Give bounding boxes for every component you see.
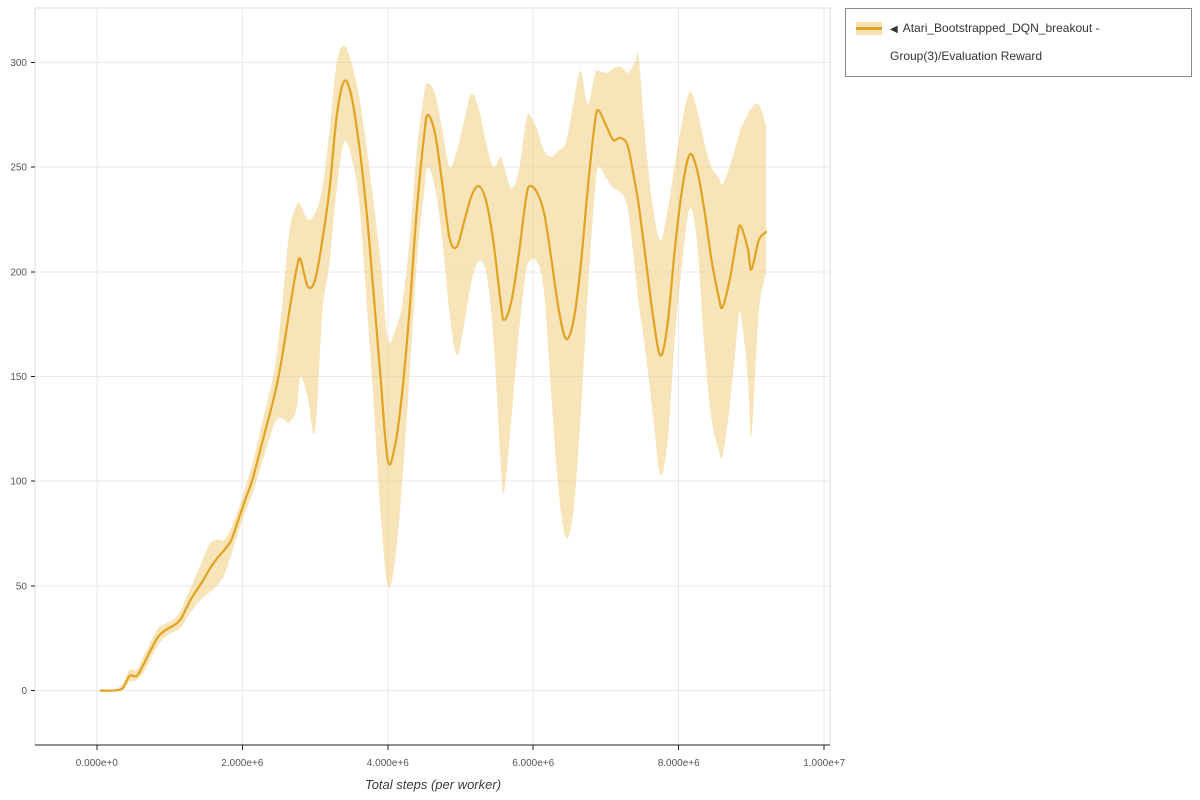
y-tick-label: 0 [21, 686, 27, 697]
y-tick-label: 150 [10, 372, 27, 383]
x-tick-label: 4.000e+6 [367, 758, 409, 769]
x-axis-title: Total steps (per worker) [365, 777, 501, 792]
x-tick-label: 0.000e+0 [76, 758, 118, 769]
data-layer [99, 45, 768, 692]
y-tick-label: 300 [10, 58, 27, 69]
legend[interactable]: ◀ Atari_Bootstrapped_DQN_breakout - Group… [845, 8, 1192, 78]
x-tick-label: 2.000e+6 [221, 758, 263, 769]
series-line[interactable] [99, 79, 768, 692]
legend-collapse-icon[interactable]: ◀ [890, 24, 898, 35]
confidence-band [100, 45, 766, 692]
x-tick-label: 1.000e+7 [803, 758, 845, 769]
legend-swatch [856, 22, 882, 35]
y-tick-label: 200 [10, 267, 27, 278]
legend-series-name: Atari_Bootstrapped_DQN_breakout - Group(… [890, 21, 1100, 63]
legend-label: ◀ Atari_Bootstrapped_DQN_breakout - Group… [890, 15, 1181, 70]
y-tick-label: 250 [10, 163, 27, 174]
y-tick-label: 50 [16, 581, 28, 592]
x-tick-label: 6.000e+6 [512, 758, 554, 769]
x-tick-label: 8.000e+6 [658, 758, 700, 769]
y-tick-label: 100 [10, 477, 27, 488]
axis-layer: 0.000e+0 2.000e+6 4.000e+6 6.000e+6 8.000e+6… [10, 58, 845, 769]
